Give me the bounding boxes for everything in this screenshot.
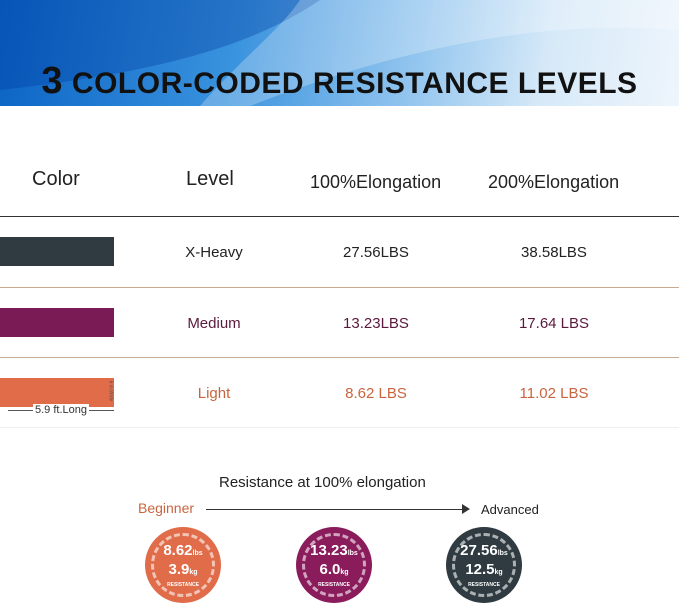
level-cell: X-Heavy	[185, 244, 243, 261]
width-label: 6 in.Wide	[107, 380, 114, 402]
divider	[0, 427, 679, 428]
lbs-unit: lbs	[497, 550, 508, 557]
kg-unit: kg	[189, 569, 198, 576]
elongation-100-cell: 13.23LBS	[343, 315, 409, 332]
kg-value: 3.9	[168, 561, 190, 578]
resistance-label: RESISTANCE	[167, 582, 199, 588]
arrow-head-icon	[462, 504, 470, 514]
divider	[0, 357, 679, 358]
elongation-200-cell: 17.64 LBS	[518, 315, 590, 332]
advanced-label: Advanced	[481, 502, 539, 517]
header-banner	[0, 0, 679, 106]
divider	[0, 287, 679, 288]
elongation-100-cell: 27.56LBS	[343, 244, 409, 261]
lbs-value: 13.23	[310, 542, 348, 559]
header-200: 200%Elongation	[488, 172, 620, 192]
band-swatch	[0, 308, 114, 337]
resistance-label: RESISTANCE	[318, 582, 350, 588]
lbs-unit: lbs	[347, 550, 358, 557]
header-100: 100%Elongation	[310, 172, 442, 192]
progression-arrow	[206, 509, 468, 510]
elongation-200-cell: 11.02 LBS	[519, 385, 589, 402]
divider	[0, 216, 679, 217]
length-label: 5.9 ft.Long	[33, 404, 89, 416]
kg-value: 12.5	[465, 561, 495, 578]
beginner-label: Beginner	[138, 500, 195, 516]
lbs-value: 8.62	[163, 542, 193, 559]
page-title: 3 COLOR-CODED RESISTANCE LEVELS	[41, 60, 638, 102]
ring-decoration	[151, 533, 215, 597]
lbs-unit: lbs	[192, 550, 203, 557]
header-color: Color	[32, 168, 80, 190]
kg-unit: kg	[494, 569, 503, 576]
kg-unit: kg	[340, 569, 349, 576]
band-swatch	[0, 237, 114, 266]
kg-value: 6.0	[319, 561, 341, 578]
ring-decoration	[452, 533, 516, 597]
lbs-value: 27.56	[460, 542, 498, 559]
header-level: Level	[186, 168, 234, 190]
elongation-100-cell: 8.62 LBS	[345, 385, 407, 402]
wave-decoration	[0, 0, 679, 106]
resistance-badge: 27.56lbs 12.5kg RESISTANCE	[446, 527, 522, 603]
ring-decoration	[302, 533, 366, 597]
progression-title: Resistance at 100% elongation	[219, 474, 426, 491]
resistance-label: RESISTANCE	[468, 582, 500, 588]
resistance-badge: 13.23lbs 6.0kg RESISTANCE	[296, 527, 372, 603]
elongation-200-cell: 38.58LBS	[521, 244, 587, 261]
level-cell: Light	[197, 385, 231, 402]
band-swatch	[0, 378, 114, 407]
level-cell: Medium	[187, 315, 241, 332]
resistance-badge: 8.62lbs 3.9kg RESISTANCE	[145, 527, 221, 603]
